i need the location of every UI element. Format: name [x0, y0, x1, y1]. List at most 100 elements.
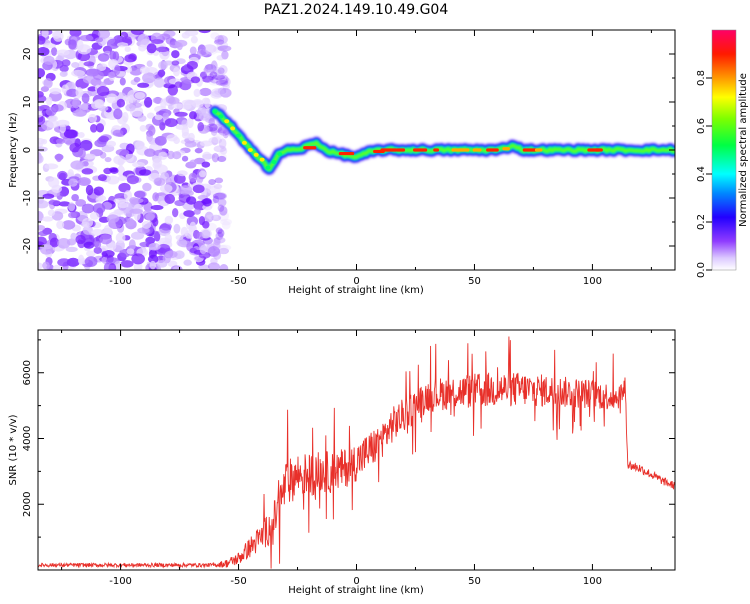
speckle-blob	[138, 44, 147, 52]
speckle-blob	[189, 221, 197, 231]
ridge-peak	[259, 157, 265, 162]
speckle-blob	[49, 87, 62, 95]
speckle-blob	[56, 49, 70, 56]
speckle-blob	[77, 254, 85, 265]
speckle-blob	[198, 170, 207, 178]
spectrogram-y-tick-label: 10	[22, 96, 33, 109]
colorbar: 0.0 0.2 0.4 0.6 0.8 Normalized spectral ampl…	[696, 29, 749, 278]
speckle-blob	[189, 159, 198, 167]
speckle-blob	[110, 167, 119, 174]
speckle-blob	[213, 67, 224, 77]
speckle-blob	[216, 152, 227, 163]
speckle-blob	[92, 203, 106, 214]
speckle-blob	[55, 119, 70, 127]
speckle-blob	[42, 193, 55, 199]
speckle-blob	[145, 212, 155, 221]
speckle-blob	[214, 75, 226, 84]
speckle-blob	[173, 67, 180, 77]
speckle-blob	[68, 39, 77, 50]
speckle-blob	[212, 192, 226, 200]
speckle-blob	[137, 115, 147, 122]
speckle-blob	[81, 217, 94, 228]
speckle-blob	[43, 78, 53, 89]
speckle-blob	[72, 109, 87, 117]
speckle-blob	[214, 34, 228, 45]
speckle-blob	[207, 185, 221, 195]
speckle-blob	[109, 50, 117, 61]
speckle-blob	[152, 217, 159, 227]
speckle-blob	[164, 118, 178, 128]
snr-x-tick-label: 0	[353, 576, 359, 587]
speckle-blob	[77, 132, 85, 139]
snr-y-axis-label: SNR (10 * v/v)	[8, 414, 19, 485]
speckle-blob	[202, 153, 216, 160]
spectrogram-y-tick-label: 20	[22, 48, 33, 61]
speckle-blob	[90, 123, 98, 133]
speckle-blob	[84, 256, 98, 267]
speckle-blob	[202, 151, 212, 161]
spectrogram-x-tick-label: -100	[109, 276, 132, 287]
speckle-blob	[154, 135, 167, 146]
speckle-blob	[188, 132, 195, 142]
speckle-blob	[144, 96, 153, 108]
speckle-blob	[69, 142, 81, 153]
speckle-blob	[162, 112, 170, 119]
speckle-blob	[90, 228, 105, 236]
speckle-blob	[153, 77, 165, 88]
snr-x-tick-label: 100	[583, 576, 602, 587]
speckle-blob	[203, 66, 212, 73]
speckle-blob	[218, 138, 227, 149]
speckle-blob	[210, 121, 219, 128]
snr-y-tick-label: 6000	[22, 360, 33, 385]
speckle-blob	[144, 148, 156, 157]
speckle-blob	[208, 118, 216, 127]
speckle-blob	[59, 124, 66, 134]
speckle-blob	[69, 30, 82, 37]
ridge-peak	[412, 148, 428, 152]
speckle-blob	[130, 231, 145, 240]
figure-title: PAZ1.2024.149.10.49.G04	[264, 2, 449, 18]
speckle-blob	[137, 34, 150, 46]
speckle-blob	[154, 114, 163, 120]
speckle-blob	[210, 257, 218, 265]
speckle-blob	[146, 60, 153, 67]
speckle-blob	[48, 199, 61, 206]
speckle-blob	[160, 98, 167, 109]
speckle-blob	[38, 115, 46, 125]
speckle-blob	[217, 87, 227, 95]
speckle-blob	[85, 184, 94, 196]
speckle-blob	[96, 64, 107, 71]
speckle-blob	[129, 197, 138, 205]
speckle-blob	[155, 46, 170, 53]
speckle-blob	[213, 237, 221, 246]
speckle-blob	[173, 136, 180, 145]
speckle-blob	[38, 224, 46, 231]
speckle-blob	[38, 137, 45, 145]
speckle-blob	[181, 32, 191, 39]
speckle-blob	[182, 99, 196, 106]
speckle-blob	[199, 244, 207, 255]
speckle-blob	[106, 38, 120, 50]
speckle-blob	[112, 129, 124, 137]
speckle-blob	[210, 88, 225, 98]
speckle-blob	[93, 246, 102, 254]
ridge-peak	[277, 152, 283, 156]
speckle-blob	[205, 64, 214, 70]
speckle-blob	[184, 140, 197, 148]
speckle-blob	[171, 60, 180, 66]
speckle-blob	[42, 216, 54, 222]
speckle-blob	[43, 55, 55, 65]
speckle-blob	[95, 123, 105, 133]
speckle-blob	[134, 190, 146, 198]
ridge-peak	[236, 133, 242, 138]
colorbar-tick-label: 0.2	[696, 214, 707, 230]
speckle-blob	[217, 155, 227, 163]
speckle-blob	[221, 220, 231, 230]
speckle-blob	[205, 185, 216, 194]
speckle-blob	[139, 169, 152, 176]
speckle-blob	[164, 250, 178, 259]
speckle-blob	[218, 77, 228, 85]
speckle-blob	[198, 264, 210, 270]
